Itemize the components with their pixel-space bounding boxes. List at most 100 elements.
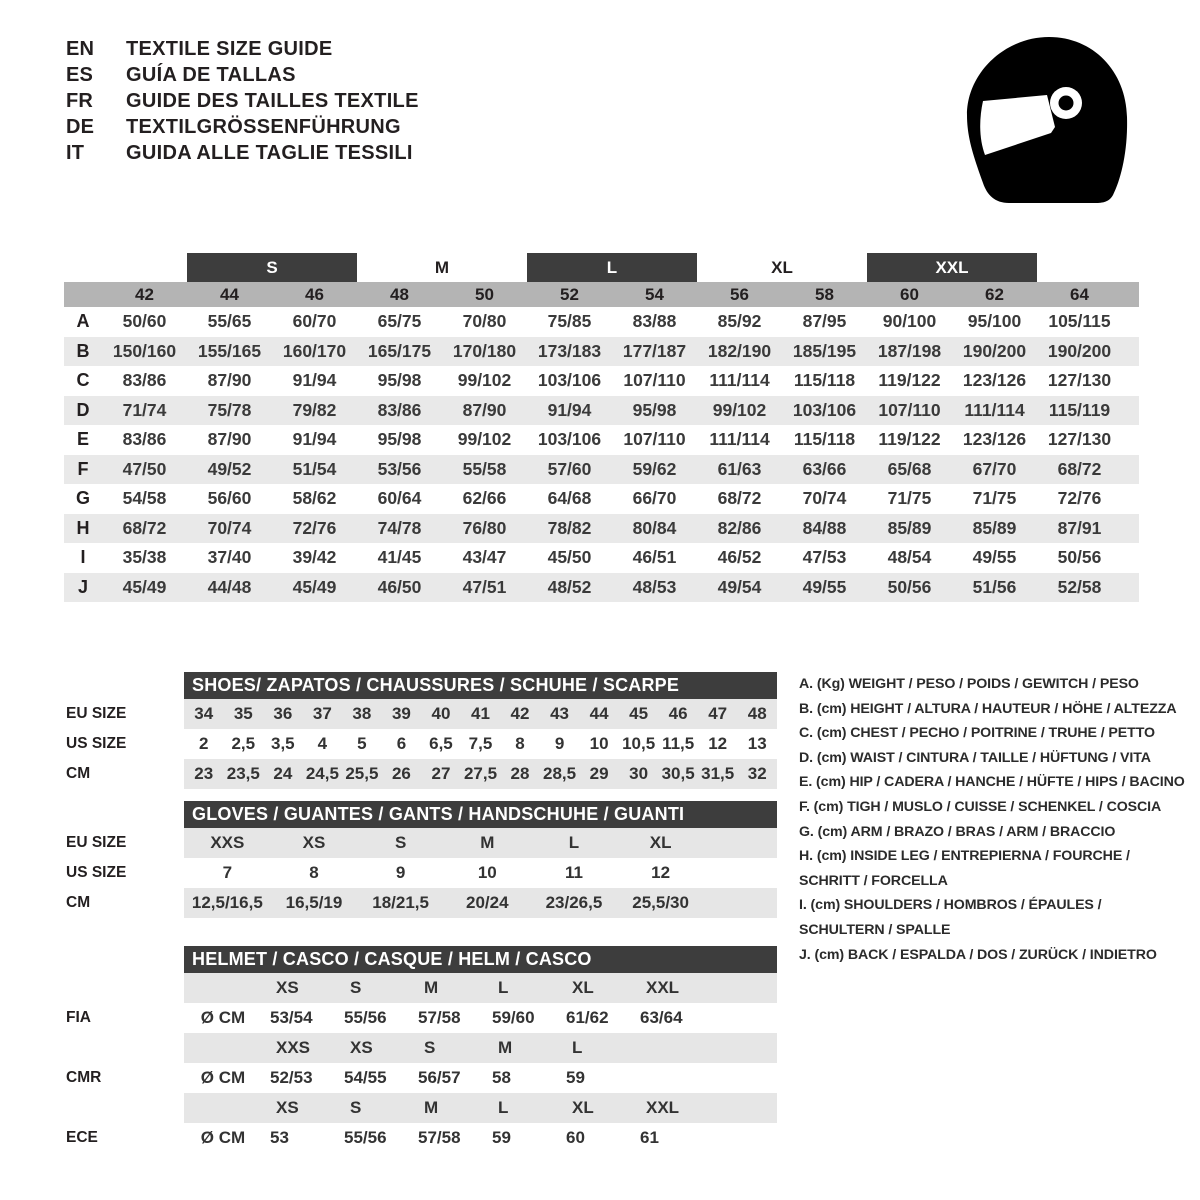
legend-item: F. (cm) TIGH / MUSLO / CUISSE / SCHENKEL… xyxy=(799,798,1162,815)
table-cell: 60/64 xyxy=(377,488,422,509)
helmet-value-cell: 59 xyxy=(492,1128,511,1147)
helmet-table: HELMET / CASCO / CASQUE / HELM / CASCO X… xyxy=(184,946,777,1153)
shoes-cell: 27,5 xyxy=(463,764,498,783)
table-cell: 155/165 xyxy=(197,340,262,361)
shoes-row: 23 23,5 24 24,5 25,5 26 27 27,5 28 28,5 29 30 30,5 31… xyxy=(184,759,777,789)
shoes-cell: 37 xyxy=(312,704,332,723)
table-cell: 46/50 xyxy=(377,576,422,597)
shoes-cell: 29 xyxy=(589,764,609,783)
shoes-cell: 32 xyxy=(747,764,767,783)
shoes-cell: 39 xyxy=(391,704,411,723)
helmet-size-cell: L xyxy=(572,1038,583,1057)
table-cell: 182/190 xyxy=(707,340,772,361)
table-cell: 111/114 xyxy=(709,429,770,450)
gloves-table-body: XXS XS S M L XL 7 8 9 10 11 12 12,5/16,5 16,5/19 18/21… xyxy=(184,828,777,918)
gloves-cell: 7 xyxy=(222,863,233,882)
size-number-46: 46 xyxy=(305,284,324,304)
row-label-B: B xyxy=(76,340,90,361)
table-cell: 87/90 xyxy=(207,370,252,391)
table-cell: 44/48 xyxy=(207,576,252,597)
sub-row-label: EU SIZE xyxy=(66,705,127,722)
helmet-value-cell: 60 xyxy=(566,1128,585,1147)
table-cell: 49/52 xyxy=(207,458,252,479)
table-cell: 99/102 xyxy=(457,429,512,450)
shoes-cell: 2 xyxy=(199,734,209,753)
size-number-50: 50 xyxy=(475,284,494,304)
table-cell: 173/183 xyxy=(537,340,602,361)
helmet-value-cell: 61 xyxy=(640,1128,659,1147)
size-number-row: 42 44 46 48 50 52 54 56 58 60 62 64 xyxy=(64,282,1139,307)
table-cell: 111/114 xyxy=(964,399,1025,420)
table-cell: 160/170 xyxy=(282,340,347,361)
helmet-value-cell: 53 xyxy=(270,1128,289,1147)
helmet-standard-fia: FIA xyxy=(66,1009,91,1026)
main-table-body: A 50/60 55/65 60/70 65/75 70/80 75/85 83/88 85/9… xyxy=(64,307,1139,602)
table-cell: 49/55 xyxy=(802,576,847,597)
title-lang-code: ES xyxy=(66,64,94,86)
shoes-cell: 36 xyxy=(273,704,293,723)
row-label-G: G xyxy=(75,488,90,509)
table-row: J 45/49 44/48 45/49 46/50 47/51 48/52 48/53 49/5… xyxy=(64,572,1139,602)
shoes-cell: 42 xyxy=(510,704,530,723)
table-cell: 72/76 xyxy=(292,517,337,538)
band-spacer xyxy=(64,253,102,282)
sub-row-label: US SIZE xyxy=(66,735,127,752)
gloves-cell: 12,5/16,5 xyxy=(191,893,263,912)
gloves-cell: XL xyxy=(649,833,672,852)
sub-row-label: CM xyxy=(66,894,91,911)
legend-item: I. (cm) SHOULDERS / HOMBROS / ÉPAULES / xyxy=(799,897,1102,914)
table-cell: 83/86 xyxy=(122,370,167,391)
table-cell: 91/94 xyxy=(292,370,337,391)
table-cell: 55/58 xyxy=(462,458,507,479)
table-cell: 57/60 xyxy=(547,458,592,479)
table-cell: 65/68 xyxy=(887,458,932,479)
helmet-value-cell: 55/56 xyxy=(344,1008,387,1027)
size-number-60: 60 xyxy=(900,284,919,304)
table-cell: 107/110 xyxy=(623,429,686,450)
helmet-value-cell: 59 xyxy=(566,1068,585,1087)
table-cell: 67/70 xyxy=(972,458,1017,479)
table-cell: 85/89 xyxy=(972,517,1017,538)
helmet-label-spacer xyxy=(66,1093,184,1123)
shoes-cell: 40 xyxy=(431,704,451,723)
title-lang-code: FR xyxy=(66,90,94,112)
shoes-cell: 28 xyxy=(510,764,530,783)
gloves-cell: L xyxy=(568,833,580,852)
size-number-44: 44 xyxy=(220,284,239,304)
table-cell: 55/65 xyxy=(207,311,252,332)
table-cell: 99/102 xyxy=(457,370,512,391)
table-cell: 56/60 xyxy=(207,488,252,509)
shoes-cell: 7,5 xyxy=(468,734,493,753)
table-cell: 185/195 xyxy=(792,340,857,361)
helmet-label-spacer xyxy=(66,1033,184,1063)
row-label-C: C xyxy=(76,370,90,391)
table-cell: 123/126 xyxy=(962,429,1027,450)
helmet-label-spacer xyxy=(66,973,184,1003)
helmet-value-cell: 61/62 xyxy=(566,1008,609,1027)
table-cell: 47/51 xyxy=(462,576,507,597)
table-cell: 70/74 xyxy=(207,517,252,538)
legend-item: SCHRITT / FORCELLA xyxy=(799,872,948,889)
table-cell: 50/56 xyxy=(1057,547,1102,568)
table-cell: 91/94 xyxy=(292,429,337,450)
table-cell: 53/56 xyxy=(377,458,422,479)
title-lang-code: EN xyxy=(66,38,95,60)
legend-item: C. (cm) CHEST / PECHO / POITRINE / TRUHE… xyxy=(799,725,1155,742)
shoes-cell: 41 xyxy=(471,704,490,723)
table-cell: 82/86 xyxy=(717,517,762,538)
gloves-cell: XXS xyxy=(210,833,245,852)
table-cell: 85/92 xyxy=(717,311,762,332)
shoes-cell: 2,5 xyxy=(231,734,256,753)
helmet-size-row: XS S M L XL XXL xyxy=(184,1093,777,1123)
helmet-value-cell: 57/58 xyxy=(418,1128,461,1147)
row-label-D: D xyxy=(76,399,90,420)
size-band-m: M xyxy=(434,257,450,277)
shoes-row-labels: EU SIZE US SIZE CM xyxy=(66,672,184,789)
helmet-value-cell: 57/58 xyxy=(418,1008,461,1027)
shoes-cell: 31,5 xyxy=(701,764,735,783)
helmet-value-cell: 58 xyxy=(492,1068,511,1087)
legend-item: B. (cm) HEIGHT / ALTURA / HAUTEUR / HÖHE… xyxy=(799,700,1177,717)
size-number-48: 48 xyxy=(390,284,409,304)
gloves-cell: 20/24 xyxy=(466,893,509,912)
gloves-row: 12,5/16,5 16,5/19 18/21,5 20/24 23/26,5 25,5/… xyxy=(184,888,777,918)
